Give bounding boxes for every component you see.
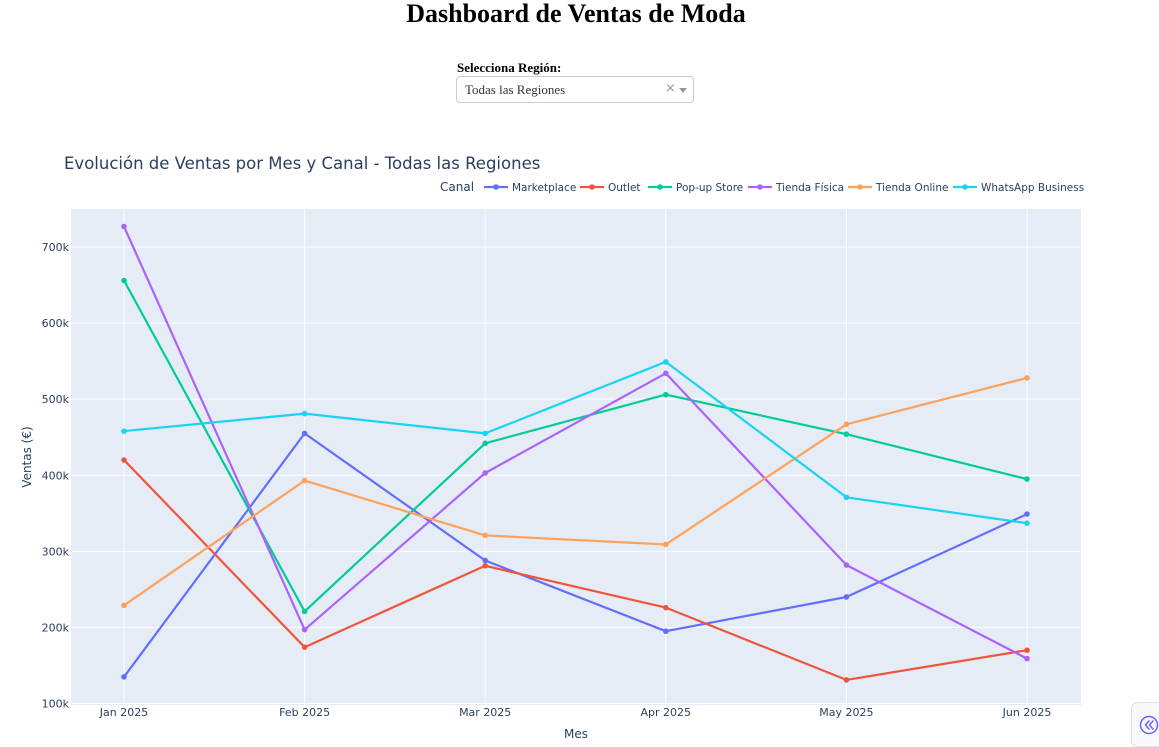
legend-marker [493, 184, 499, 190]
series-line [123, 279, 1028, 613]
y-tick-label: 400k [42, 469, 70, 482]
legend-item[interactable]: Tienda Física [748, 182, 844, 194]
data-point [301, 644, 308, 650]
series-marketplace [121, 430, 1030, 680]
legend-item[interactable]: Outlet [580, 182, 641, 194]
series-line [123, 360, 1028, 525]
series-whatsapp-business [121, 359, 1030, 526]
series-line [123, 376, 1028, 607]
data-point [121, 223, 127, 230]
region-dropdown-value: Todas las Regiones [465, 82, 566, 97]
grid-lines [71, 209, 1081, 705]
data-point [1024, 520, 1030, 526]
legend[interactable]: Canal Marketplace Outlet Pop-up Store Tienda… [440, 180, 1084, 194]
data-point [843, 421, 850, 428]
clear-icon[interactable]: × [665, 81, 676, 96]
x-tick-label: Jun 2025 [1002, 706, 1052, 719]
series-tienda-online [121, 375, 1030, 609]
data-point [663, 359, 669, 365]
data-point [663, 541, 669, 548]
y-axis-ticks: 100k 200k 300k 400k 500k 600k 700k [42, 241, 70, 710]
chart-title: Evolución de Ventas por Mes y Canal - To… [64, 154, 540, 173]
series-outlet [121, 457, 1030, 683]
data-point [843, 594, 850, 600]
data-point [121, 277, 127, 284]
page-title: Dashboard de Ventas de Moda [406, 0, 746, 28]
data-point [301, 608, 308, 615]
legend-item[interactable]: Tienda Online [848, 182, 948, 194]
data-point [663, 604, 669, 611]
x-tick-label: Apr 2025 [641, 706, 692, 719]
series-line [123, 459, 1028, 682]
legend-marker [589, 184, 595, 190]
y-tick-label: 100k [42, 697, 70, 710]
legend-marker [962, 184, 968, 190]
data-point [843, 431, 850, 437]
data-point [482, 532, 489, 539]
legend-label: Tienda Online [875, 182, 948, 194]
chevron-down-icon[interactable] [679, 88, 687, 93]
legend-label: Pop-up Store [676, 182, 743, 194]
data-point [1024, 476, 1030, 482]
y-tick-label: 500k [42, 393, 70, 406]
legend-title: Canal [440, 180, 474, 194]
double-chevron-left-icon [1139, 715, 1159, 735]
legend-item[interactable]: WhatsApp Business [953, 182, 1084, 194]
legend-marker [757, 184, 763, 190]
legend-label: Outlet [608, 182, 641, 194]
y-tick-label: 700k [42, 241, 70, 254]
data-point [301, 430, 308, 437]
data-point [482, 562, 489, 569]
region-dropdown[interactable]: Todas las Regiones × [456, 76, 694, 103]
data-point [843, 494, 850, 501]
data-point [121, 674, 127, 680]
data-point [121, 457, 127, 463]
data-point [301, 410, 308, 417]
x-tick-label: Jan 2025 [99, 706, 148, 719]
x-tick-label: May 2025 [819, 706, 873, 719]
region-filter-label: Selecciona Región: [457, 60, 562, 75]
y-axis-label: Ventas (€) [20, 426, 34, 487]
legend-label: Marketplace [512, 182, 576, 194]
series-lines [121, 223, 1030, 683]
data-point [121, 602, 127, 609]
legend-label: WhatsApp Business [981, 182, 1084, 194]
y-tick-label: 200k [42, 621, 70, 634]
data-point [843, 677, 850, 683]
collapse-panel-button[interactable] [1131, 702, 1159, 747]
data-point [663, 370, 669, 377]
y-tick-label: 600k [42, 317, 70, 330]
x-axis-label: Mes [564, 727, 588, 741]
x-axis-ticks: Jan 2025 Feb 2025 Mar 2025 Apr 2025 May 2025… [99, 706, 1052, 719]
data-point [121, 428, 127, 434]
data-point [1024, 511, 1030, 517]
data-point [1024, 375, 1030, 381]
x-tick-label: Mar 2025 [459, 706, 511, 719]
data-point [663, 391, 669, 398]
data-point [482, 557, 489, 564]
series-tienda-fisica [121, 223, 1030, 662]
series-pop-up-store [121, 277, 1030, 615]
legend-label: Tienda Física [775, 182, 844, 194]
legend-marker [657, 184, 663, 190]
legend-item[interactable]: Pop-up Store [648, 182, 743, 194]
x-tick-label: Feb 2025 [279, 706, 330, 719]
data-point [482, 470, 489, 476]
series-line [123, 432, 1028, 678]
data-point [482, 430, 489, 437]
y-tick-label: 300k [42, 545, 70, 558]
legend-marker [857, 184, 863, 190]
data-point [301, 626, 308, 633]
data-point [1024, 647, 1030, 654]
data-point [482, 440, 489, 447]
data-point [301, 477, 308, 484]
data-point [843, 562, 850, 568]
legend-item[interactable]: Marketplace [484, 182, 576, 194]
plot-area [71, 209, 1081, 705]
data-point [663, 628, 669, 635]
series-line [122, 226, 1028, 660]
data-point [1024, 655, 1030, 662]
